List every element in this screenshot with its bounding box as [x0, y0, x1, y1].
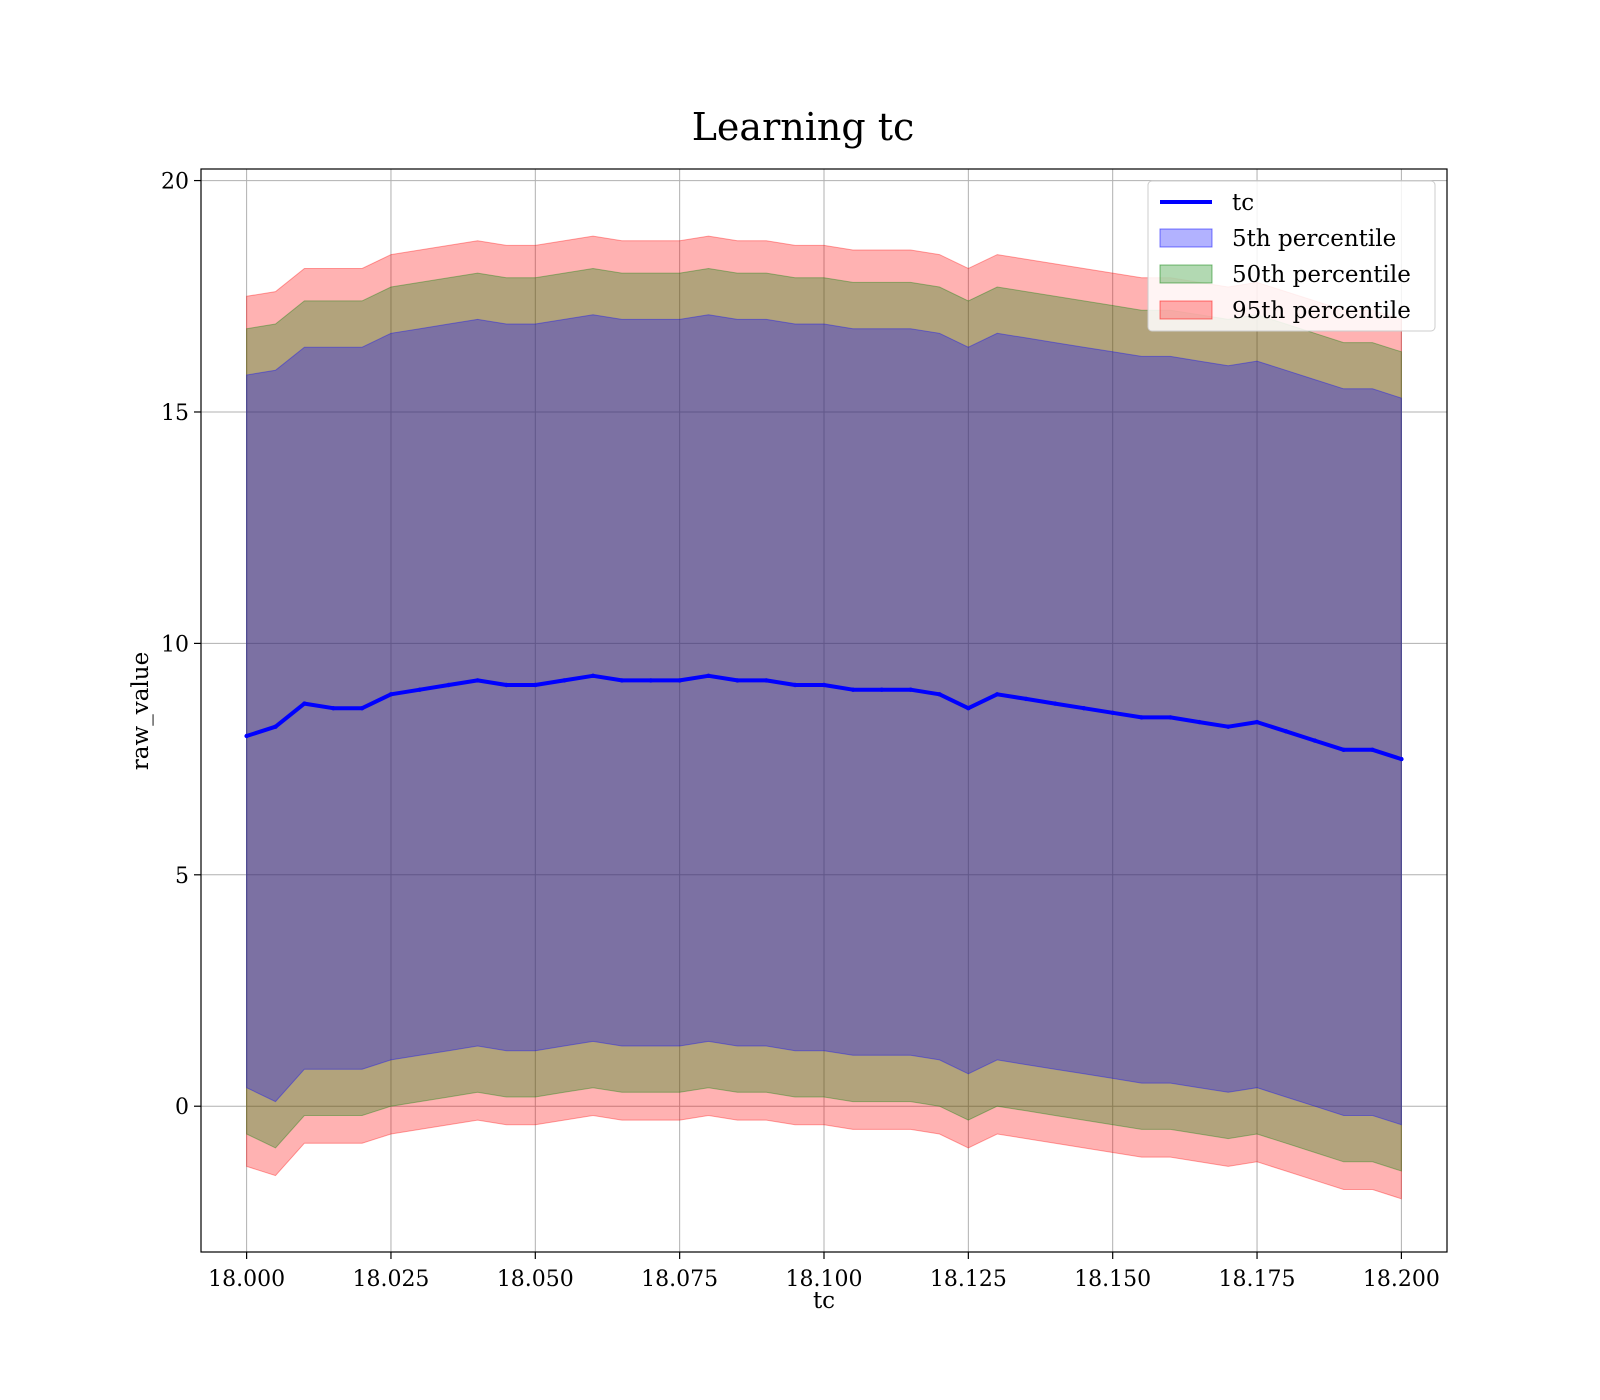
tc-point	[388, 692, 394, 697]
tc-point	[446, 682, 451, 688]
legend-swatch-band	[1159, 264, 1213, 284]
tc-point	[1283, 729, 1289, 734]
x-tick-label: 18.000	[208, 1267, 285, 1292]
x-tick-label: 18.175	[1219, 1267, 1296, 1292]
tc-point	[1023, 696, 1029, 702]
y-tick-label: 0	[175, 1095, 189, 1120]
tc-point	[995, 692, 1000, 697]
y-tick-label: 5	[175, 864, 189, 889]
tc-point	[648, 678, 653, 683]
x-tick-label: 18.050	[497, 1267, 574, 1292]
legend-swatch-band	[1159, 228, 1213, 248]
tc-point	[504, 682, 509, 688]
axis-ticks: 18.000 18.025 18.050 18.075 18.100 18.125 18.1…	[161, 170, 1440, 1292]
tc-point	[677, 678, 682, 683]
tc-point	[879, 687, 884, 692]
tc-point	[590, 673, 596, 678]
tc-point	[1168, 715, 1173, 720]
tc-point	[706, 673, 711, 678]
tc-point	[764, 678, 769, 683]
x-tick-label: 18.100	[786, 1267, 863, 1292]
tc-point	[1081, 706, 1087, 711]
legend-entry-label: tc	[1232, 190, 1254, 216]
tc-point	[359, 706, 365, 711]
tc-point	[908, 687, 913, 692]
legend-entry-label: 95th percentile	[1232, 298, 1411, 324]
x-axis-label: tc	[813, 1288, 835, 1314]
y-tick-label: 15	[161, 401, 189, 426]
chart-title: Learning tc	[692, 105, 915, 149]
tc-point	[1254, 719, 1260, 725]
tc-point	[1312, 738, 1318, 743]
tc-point	[1197, 719, 1202, 725]
tc-point	[1110, 710, 1115, 715]
tc-point	[302, 701, 307, 706]
band-50th-percentile	[246, 267, 1402, 1172]
y-tick-label: 20	[161, 170, 189, 195]
percentile-bands	[246, 235, 1402, 1200]
y-axis-label: raw_value	[128, 652, 154, 770]
y-tick-label: 10	[161, 632, 189, 657]
tc-line-layer	[244, 673, 1404, 762]
tc-point	[1226, 724, 1231, 729]
legend-entry-label: 5th percentile	[1232, 226, 1396, 252]
tc-point	[533, 682, 538, 688]
legend: tc 5th percentile 50th percentile 95th perc…	[1147, 180, 1436, 332]
tc-point	[475, 678, 480, 683]
band-5th-percentile	[246, 314, 1402, 1126]
tc-point	[735, 678, 740, 683]
tc-point	[619, 678, 625, 683]
x-tick-label: 18.150	[1074, 1267, 1151, 1292]
tc-point	[792, 682, 798, 688]
x-tick-label: 18.200	[1363, 1267, 1440, 1292]
x-tick-label: 18.025	[352, 1267, 429, 1292]
legend-entry-label: 50th percentile	[1232, 262, 1411, 288]
tc-point	[417, 687, 422, 692]
tc-point	[850, 687, 856, 692]
tc-point	[821, 682, 827, 688]
tc-point	[966, 706, 971, 711]
tc-point	[1052, 701, 1058, 706]
tc-point	[1341, 747, 1346, 752]
tc-point	[244, 733, 249, 739]
tc-point	[937, 692, 942, 697]
band-95th-percentile	[246, 235, 1402, 1200]
legend-box	[1147, 180, 1436, 332]
tc-point	[331, 706, 336, 711]
tc-point	[562, 678, 567, 683]
tc-point	[273, 724, 278, 729]
x-tick-label: 18.075	[641, 1267, 718, 1292]
tc-point	[1399, 756, 1404, 762]
tc-point	[1370, 747, 1375, 752]
legend-swatch-band	[1159, 300, 1213, 320]
tc-point	[1139, 715, 1144, 720]
x-tick-label: 18.125	[930, 1267, 1007, 1292]
